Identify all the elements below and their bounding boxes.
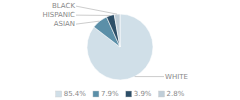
slice-label: WHITE — [165, 73, 188, 81]
chart: BLACKHISPANICASIAN WHITE 85.4% 7.9% 3.9% 2.8% — [0, 0, 240, 100]
leader-line — [135, 76, 164, 77]
legend: 85.4% 7.9% 3.9% 2.8% — [56, 90, 185, 98]
leader-line — [76, 15, 110, 16]
legend-swatch — [56, 91, 62, 97]
legend-label: 7.9% — [101, 90, 119, 98]
legend-label: 85.4% — [64, 90, 87, 98]
legend-swatch — [159, 91, 165, 97]
slice-label: ASIAN — [54, 20, 75, 28]
legend-swatch — [126, 91, 132, 97]
leader-line — [76, 21, 100, 24]
slice-label: BLACK — [52, 2, 75, 10]
slice-label: HISPANIC — [42, 11, 75, 19]
pie-slice — [87, 14, 153, 80]
pie-slice — [114, 14, 120, 47]
pie — [87, 14, 153, 80]
legend-label: 2.8% — [167, 90, 185, 98]
legend-swatch — [93, 91, 99, 97]
legend-label: 3.9% — [134, 90, 152, 98]
leader-line — [76, 6, 117, 14]
pie-slice — [107, 15, 120, 47]
